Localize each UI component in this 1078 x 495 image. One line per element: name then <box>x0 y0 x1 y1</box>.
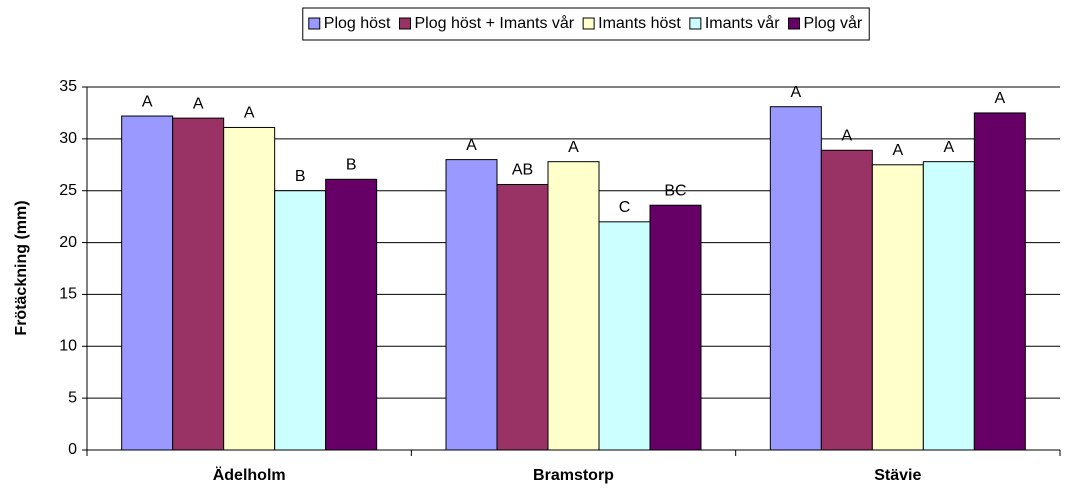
bar <box>547 161 600 451</box>
bar-label: A <box>142 93 153 110</box>
y-tick-label: 15 <box>59 286 77 303</box>
bar <box>496 183 549 451</box>
legend-swatch <box>689 17 702 30</box>
bar-label: A <box>994 90 1005 107</box>
bar-label: A <box>568 139 579 156</box>
legend-label: Imants höst <box>598 15 681 32</box>
bar <box>598 221 651 451</box>
y-axis-label: Frötäckning (mm) <box>13 200 30 335</box>
y-tick-label: 20 <box>59 234 77 251</box>
x-tick-label: Stävie <box>874 467 921 484</box>
bar-label: BC <box>664 182 686 199</box>
bar <box>274 190 327 451</box>
legend-swatch <box>582 17 595 30</box>
bar <box>871 164 924 451</box>
bar-label: A <box>841 127 852 144</box>
bar-label: A <box>943 139 954 156</box>
bar-label: AB <box>512 162 533 179</box>
bar <box>973 112 1026 451</box>
bar-label: A <box>244 105 255 122</box>
y-tick-label: 25 <box>59 182 77 199</box>
x-tick-label: Bramstorp <box>533 467 614 484</box>
y-tick-label: 30 <box>59 130 77 147</box>
legend-label: Plog höst + Imants vår <box>414 14 574 32</box>
bar-label: B <box>295 168 306 185</box>
legend-label: Plog höst <box>324 15 391 32</box>
legend-swatch <box>788 17 801 30</box>
bar-label: A <box>466 137 477 154</box>
bar-label: A <box>790 84 801 101</box>
y-tick-label: 35 <box>59 78 77 95</box>
bar <box>121 115 174 451</box>
bar <box>172 117 225 451</box>
y-tick-label: 5 <box>68 389 77 406</box>
bar <box>820 149 873 451</box>
bar <box>649 204 702 451</box>
bar <box>223 126 276 451</box>
bar <box>769 106 822 451</box>
bar-label: C <box>619 199 631 216</box>
legend-swatch <box>308 17 321 30</box>
bar-label: A <box>892 142 903 159</box>
legend-label: Imants vår <box>705 14 780 32</box>
bar-label: B <box>346 157 357 174</box>
legend-swatch <box>398 17 411 30</box>
bar <box>325 178 378 451</box>
y-tick-label: 10 <box>59 338 77 355</box>
x-tick-label: Ädelholm <box>213 466 286 484</box>
y-tick-label: 0 <box>68 441 77 458</box>
bar <box>922 161 975 451</box>
legend-label: Plog vår <box>804 14 863 32</box>
bar <box>445 159 498 451</box>
bar-label: A <box>193 95 204 112</box>
